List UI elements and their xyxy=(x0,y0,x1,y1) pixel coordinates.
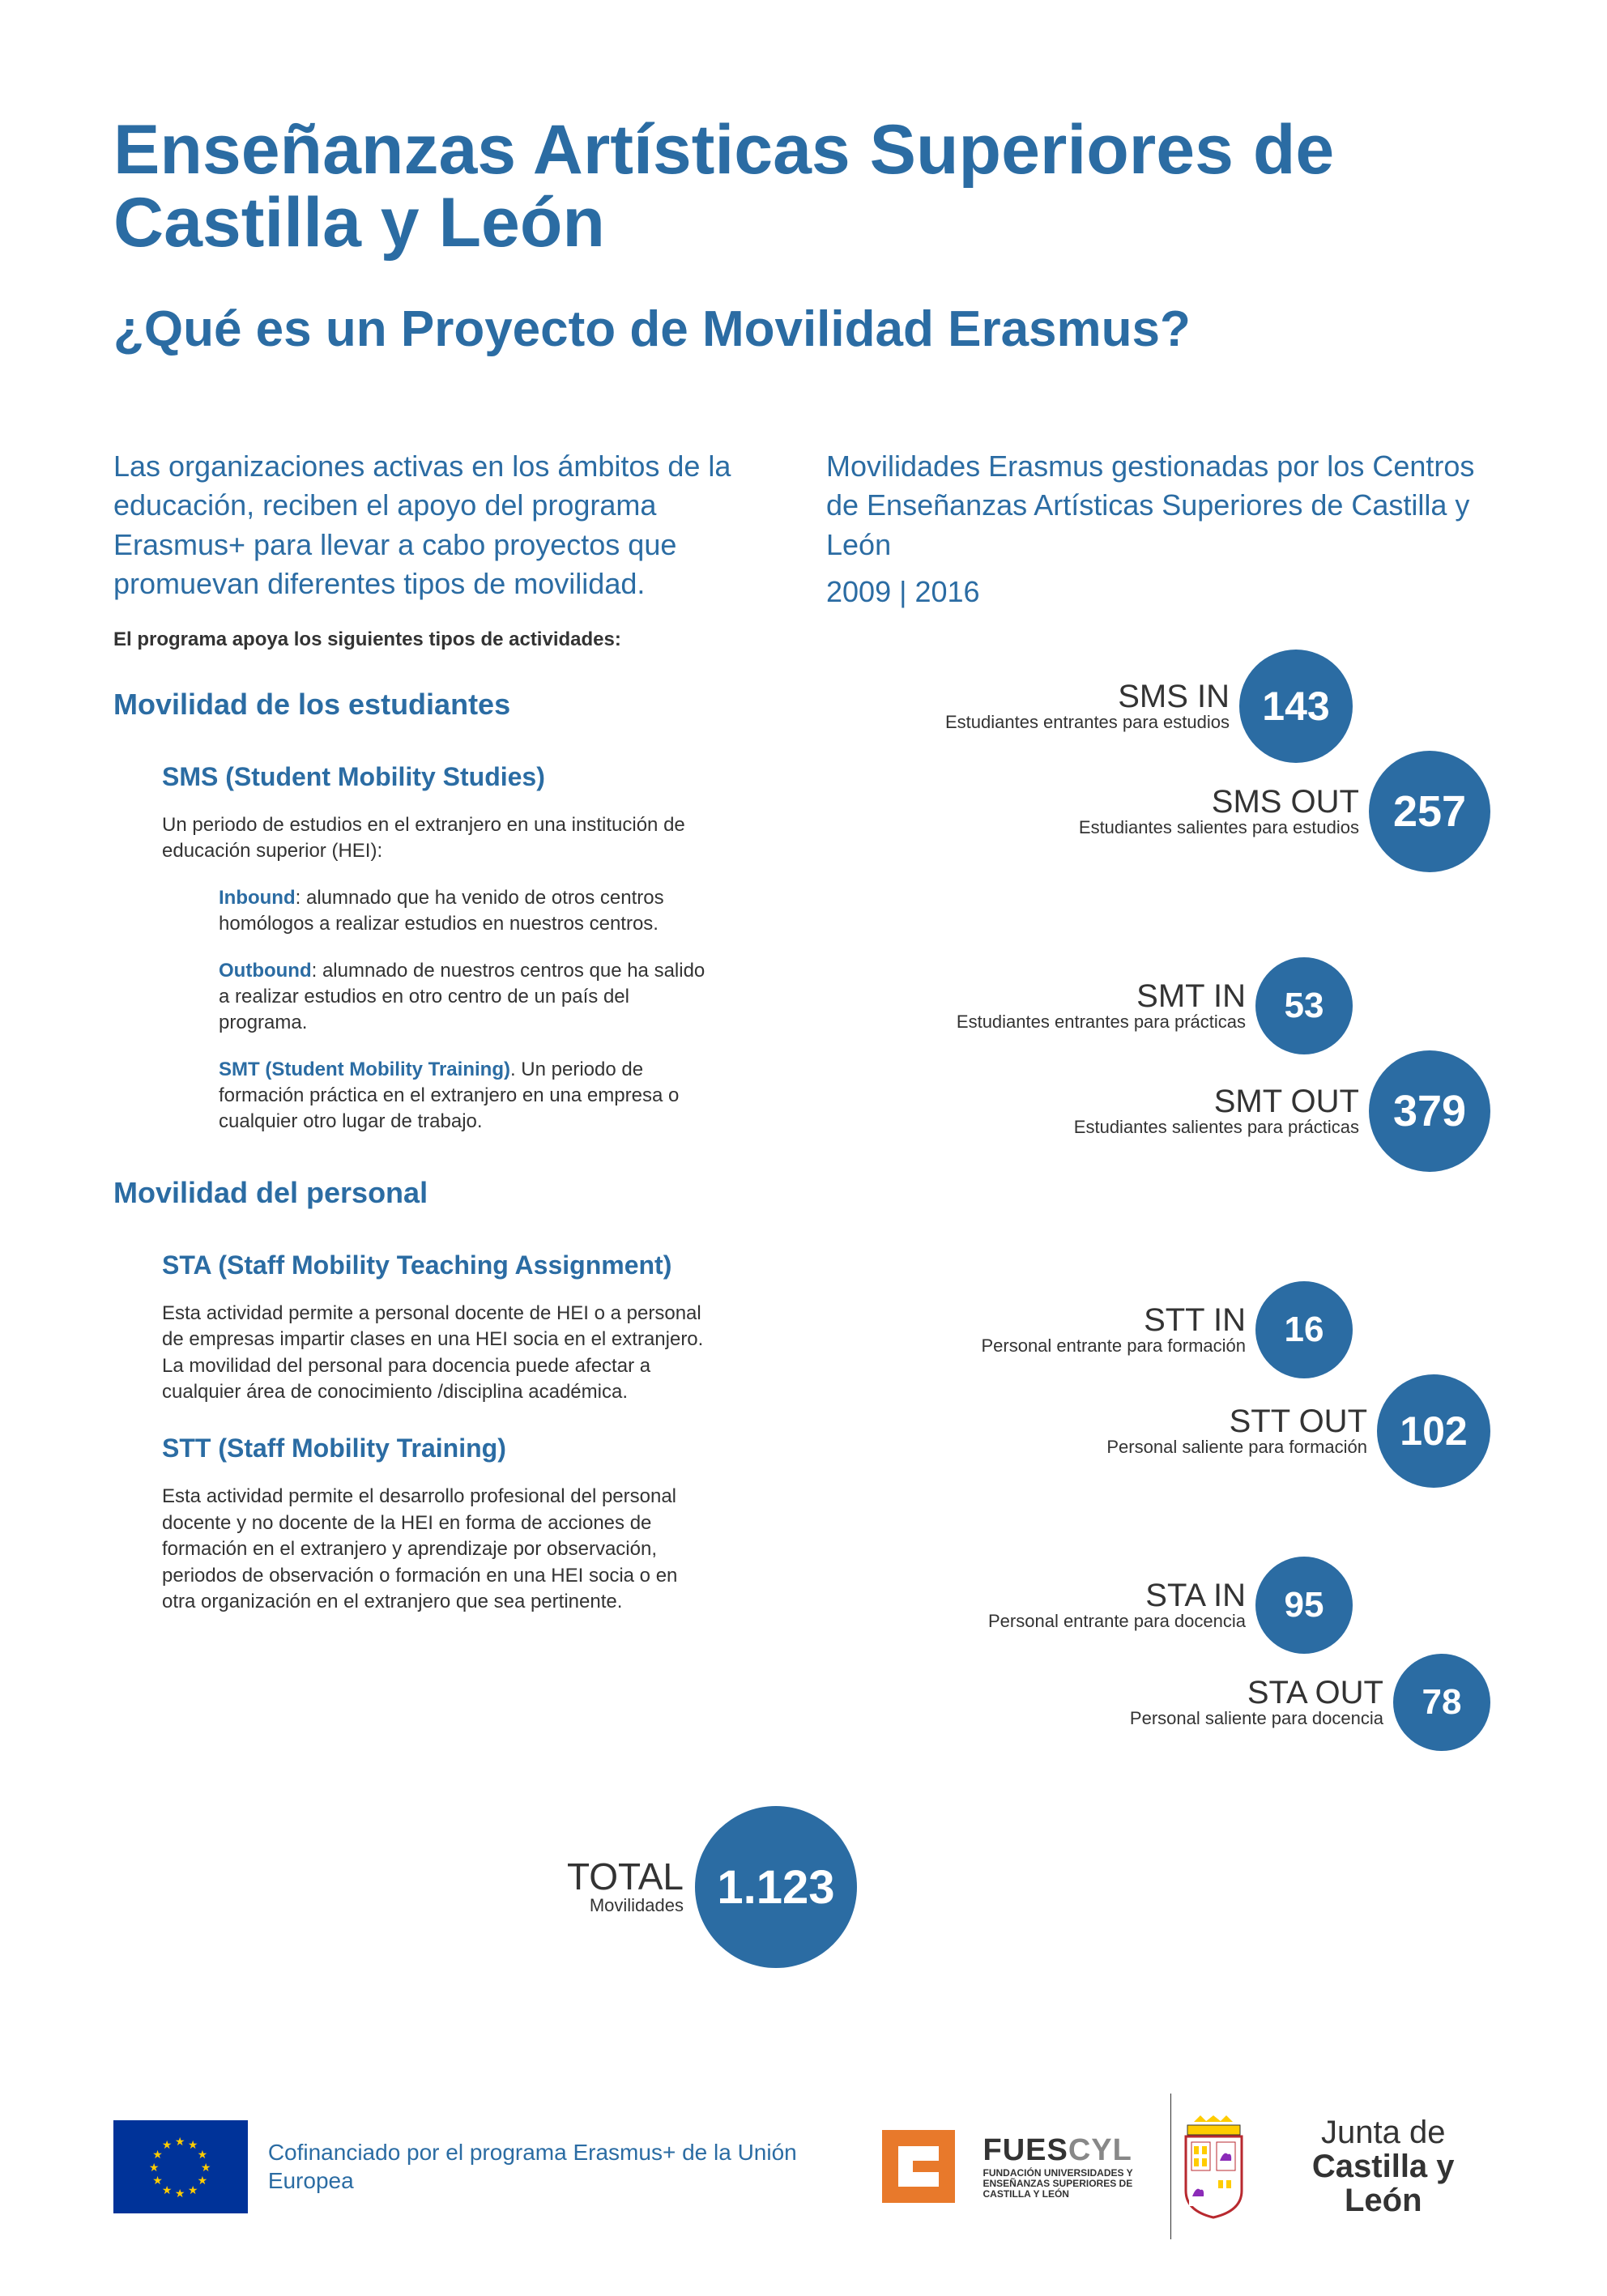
stat-smt_in: SMT INEstudiantes entrantes para práctic… xyxy=(957,957,1353,1054)
right-column: Movilidades Erasmus gestionadas por los … xyxy=(826,447,1490,1636)
junta-line-1: Junta de xyxy=(1272,2115,1494,2149)
intro-paragraph: Las organizaciones activas en los ámbito… xyxy=(113,447,761,604)
eu-flag-icon: ★★★★★★★★★★★★ xyxy=(113,2120,248,2213)
stat-stt_in: STT INPersonal entrante para formación 16 xyxy=(981,1281,1353,1378)
inbound-text: Inbound: alumnado que ha venido de otros… xyxy=(219,885,713,938)
stat-sublabel: Personal entrante para docencia xyxy=(988,1612,1246,1631)
stat-circle: 143 xyxy=(1239,650,1353,763)
stat-label: SMS OUT xyxy=(1079,786,1359,818)
stat-circle: 102 xyxy=(1377,1374,1490,1488)
stat-sublabel: Estudiantes salientes para estudios xyxy=(1079,818,1359,837)
stat-label: STA IN xyxy=(988,1579,1246,1612)
sta-description: Esta actividad permite a personal docent… xyxy=(162,1301,713,1406)
fuescyl-name-2: CYL xyxy=(1068,2133,1132,2167)
stat-sublabel: Estudiantes entrantes para prácticas xyxy=(957,1012,1246,1032)
stat-sublabel: Personal saliente para formación xyxy=(1106,1438,1367,1457)
sms-description: Un periodo de estudios en el extranjero … xyxy=(162,812,713,865)
stat-label: SMS IN xyxy=(945,680,1230,713)
stat-circle: 53 xyxy=(1255,957,1353,1054)
stat-label: SMT OUT xyxy=(1074,1085,1359,1118)
outbound-label: Outbound xyxy=(219,960,312,982)
footer: ★★★★★★★★★★★★ Cofinanciado por el program… xyxy=(113,2094,1494,2239)
stat-circle: 257 xyxy=(1369,751,1490,872)
fuescyl-name-1: FUES xyxy=(983,2133,1068,2167)
sms-heading: SMS (Student Mobility Studies) xyxy=(162,762,761,792)
stat-sms_out: SMS OUTEstudiantes salientes para estudi… xyxy=(1079,751,1490,872)
eu-cofunding-text: Cofinanciado por el programa Erasmus+ de… xyxy=(268,2138,874,2195)
junta-crest-icon xyxy=(1171,2114,1256,2219)
fuescyl-logo-icon xyxy=(874,2122,963,2211)
stat-circle: 16 xyxy=(1255,1281,1353,1378)
section-staff-heading: Movilidad del personal xyxy=(113,1176,761,1210)
stt-heading: STT (Staff Mobility Training) xyxy=(162,1433,761,1463)
stat-circle: 78 xyxy=(1393,1654,1490,1751)
stat-sublabel: Estudiantes salientes para prácticas xyxy=(1074,1118,1359,1137)
inbound-label: Inbound xyxy=(219,887,296,909)
eu-block: ★★★★★★★★★★★★ Cofinanciado por el program… xyxy=(113,2120,874,2213)
stt-description: Esta actividad permite el desarrollo pro… xyxy=(162,1484,713,1615)
right-years: 2009 | 2016 xyxy=(826,573,1490,612)
fuescyl-name: FUESCYL xyxy=(983,2133,1170,2168)
stat-label: STT OUT xyxy=(1106,1405,1367,1438)
section-students-heading: Movilidad de los estudiantes xyxy=(113,688,761,722)
page-title: Enseñanzas Artísticas Superiores de Cast… xyxy=(113,113,1494,260)
fuescyl-subtitle: FUNDACIÓN UNIVERSIDADES Y ENSEÑANZAS SUP… xyxy=(983,2168,1170,2200)
fuescyl-block: FUESCYL FUNDACIÓN UNIVERSIDADES Y ENSEÑA… xyxy=(874,2122,1170,2211)
junta-block: Junta de Castilla y León xyxy=(1171,2114,1494,2219)
total-label: TOTAL xyxy=(567,1858,684,1895)
total-row: TOTAL Movilidades 1.123 xyxy=(567,1806,857,1968)
stat-sta_in: STA INPersonal entrante para docencia 95 xyxy=(988,1557,1353,1654)
smt-text: SMT (Student Mobility Training). Un peri… xyxy=(219,1057,713,1135)
stat-sms_in: SMS INEstudiantes entrantes para estudio… xyxy=(945,650,1353,763)
stat-smt_out: SMT OUTEstudiantes salientes para prácti… xyxy=(1074,1050,1490,1172)
right-intro: Movilidades Erasmus gestionadas por los … xyxy=(826,447,1490,565)
stat-sublabel: Personal saliente para docencia xyxy=(1130,1709,1383,1728)
stat-circle: 95 xyxy=(1255,1557,1353,1654)
stat-stt_out: STT OUTPersonal saliente para formación 1… xyxy=(1106,1374,1490,1488)
page-subtitle: ¿Qué es un Proyecto de Movilidad Erasmus… xyxy=(113,300,1494,358)
junta-text: Junta de Castilla y León xyxy=(1272,2115,1494,2217)
outbound-text: Outbound: alumnado de nuestros centros q… xyxy=(219,958,713,1037)
stat-label: STA OUT xyxy=(1130,1676,1383,1709)
smt-label: SMT (Student Mobility Training) xyxy=(219,1059,510,1080)
stat-sublabel: Personal entrante para formación xyxy=(981,1336,1246,1356)
stat-sta_out: STA OUTPersonal saliente para docencia 78 xyxy=(1130,1654,1490,1751)
left-column: Las organizaciones activas en los ámbito… xyxy=(113,447,761,1636)
support-line: El programa apoya los siguientes tipos d… xyxy=(113,628,761,651)
junta-line-2: Castilla y León xyxy=(1272,2149,1494,2217)
stat-circle: 379 xyxy=(1369,1050,1490,1172)
sta-heading: STA (Staff Mobility Teaching Assignment) xyxy=(162,1250,761,1280)
stat-label: SMT IN xyxy=(957,980,1246,1012)
stat-sublabel: Estudiantes entrantes para estudios xyxy=(945,713,1230,732)
stat-label: STT IN xyxy=(981,1304,1246,1336)
total-sublabel: Movilidades xyxy=(567,1895,684,1916)
total-circle: 1.123 xyxy=(695,1806,857,1968)
